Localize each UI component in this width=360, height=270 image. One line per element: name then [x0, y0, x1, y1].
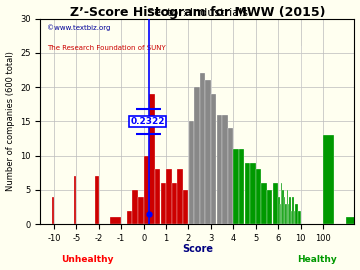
- Text: The Research Foundation of SUNY: The Research Foundation of SUNY: [47, 45, 166, 51]
- Bar: [245, 163, 250, 224]
- Bar: [177, 169, 183, 224]
- Bar: [288, 204, 289, 224]
- Bar: [261, 183, 267, 224]
- Bar: [273, 183, 278, 224]
- Bar: [149, 94, 155, 224]
- Title: Z’-Score Histogram for MWW (2015): Z’-Score Histogram for MWW (2015): [70, 6, 325, 19]
- Bar: [295, 204, 298, 224]
- Bar: [282, 190, 284, 224]
- Y-axis label: Number of companies (600 total): Number of companies (600 total): [5, 52, 14, 191]
- Bar: [166, 169, 172, 224]
- Bar: [250, 163, 256, 224]
- Bar: [161, 183, 166, 224]
- Bar: [138, 197, 144, 224]
- Bar: [281, 183, 282, 224]
- Bar: [155, 169, 160, 224]
- Bar: [211, 94, 216, 224]
- Bar: [222, 114, 228, 224]
- Bar: [239, 149, 244, 224]
- Bar: [233, 149, 239, 224]
- Bar: [278, 197, 280, 224]
- Bar: [132, 190, 138, 224]
- Bar: [183, 190, 188, 224]
- Bar: [228, 128, 233, 224]
- Bar: [217, 114, 222, 224]
- Bar: [172, 183, 177, 224]
- Bar: [127, 211, 132, 224]
- Bar: [284, 197, 285, 224]
- Bar: [294, 211, 295, 224]
- Text: Unhealthy: Unhealthy: [61, 255, 114, 264]
- Bar: [292, 197, 294, 224]
- Bar: [287, 190, 288, 224]
- Bar: [194, 87, 199, 224]
- Bar: [52, 197, 54, 224]
- Bar: [144, 156, 149, 224]
- Bar: [95, 176, 99, 224]
- Text: ©www.textbiz.org: ©www.textbiz.org: [47, 25, 110, 31]
- Bar: [200, 73, 205, 224]
- Bar: [189, 122, 194, 224]
- Text: Sector: Industrials: Sector: Industrials: [147, 8, 248, 18]
- Bar: [256, 169, 261, 224]
- Text: 0.2322: 0.2322: [130, 117, 165, 126]
- X-axis label: Score: Score: [182, 244, 213, 254]
- Bar: [291, 211, 292, 224]
- Bar: [206, 80, 211, 224]
- Bar: [346, 217, 356, 224]
- Bar: [280, 204, 281, 224]
- Bar: [267, 190, 273, 224]
- Bar: [289, 197, 291, 224]
- Bar: [285, 204, 287, 224]
- Bar: [110, 217, 121, 224]
- Bar: [74, 176, 76, 224]
- Text: Healthy: Healthy: [297, 255, 337, 264]
- Bar: [323, 135, 334, 224]
- Bar: [298, 211, 301, 224]
